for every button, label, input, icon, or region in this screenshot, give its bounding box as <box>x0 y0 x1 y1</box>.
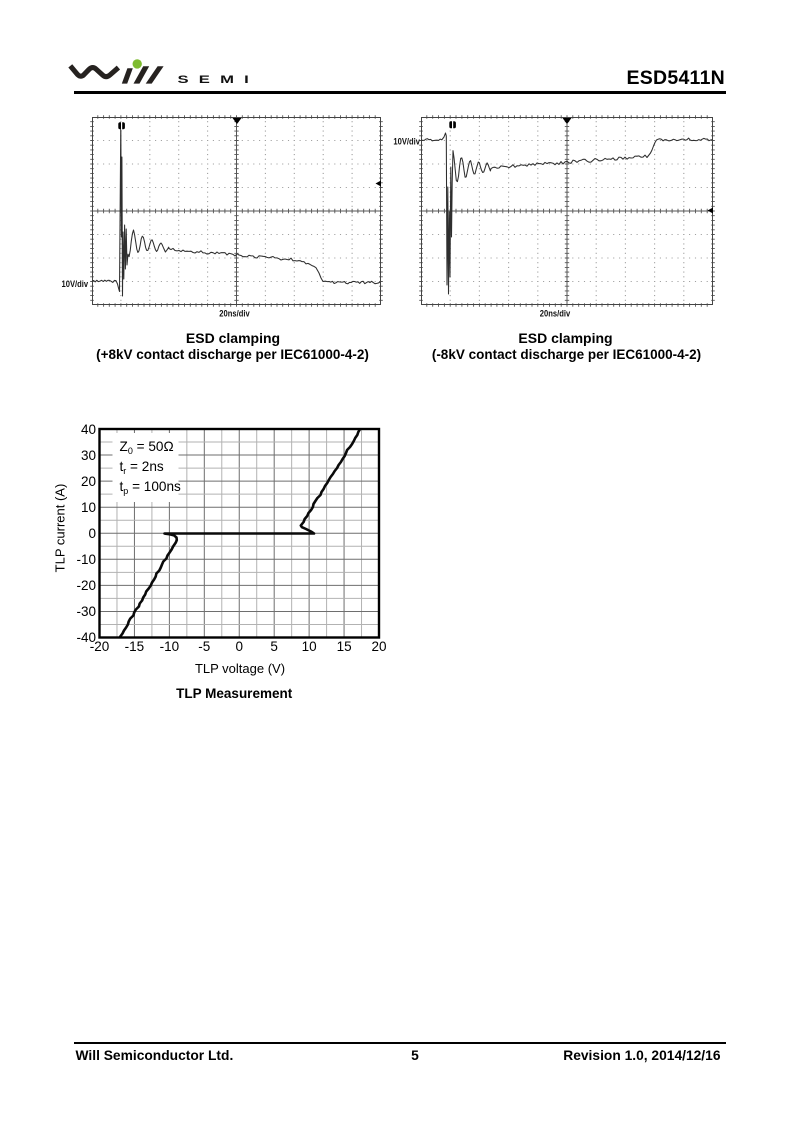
svg-text:10V/div: 10V/div <box>62 278 89 289</box>
svg-text:10V/div: 10V/div <box>393 135 420 146</box>
svg-text:SEMI: SEMI <box>178 73 259 86</box>
svg-text:20ns/div: 20ns/div <box>219 308 250 319</box>
svg-text:20ns/div: 20ns/div <box>540 308 571 319</box>
